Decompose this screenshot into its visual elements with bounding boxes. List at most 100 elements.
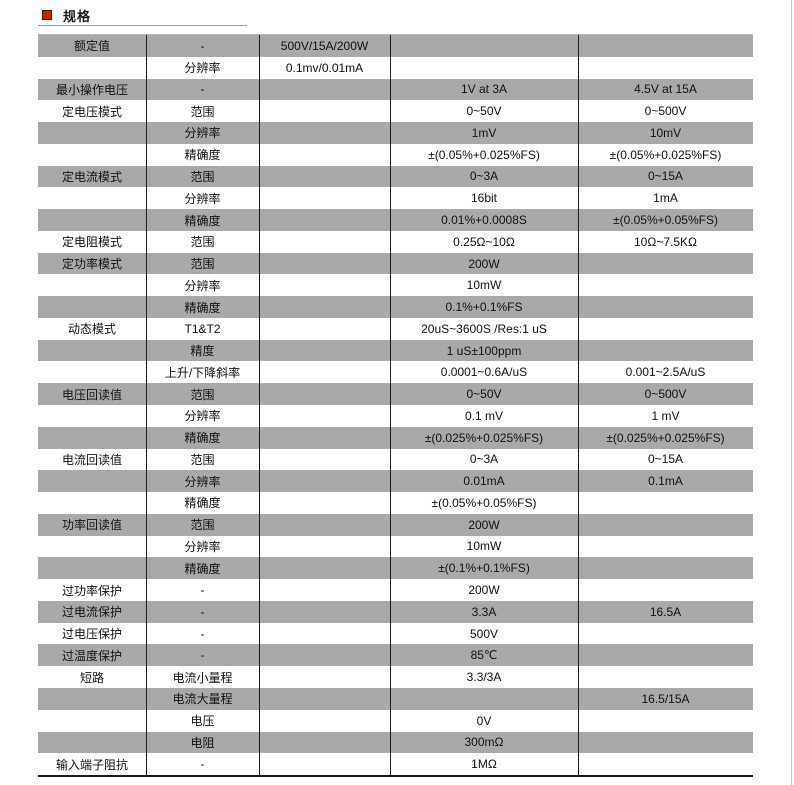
cell-attribute: 电流小量程 xyxy=(172,670,233,685)
cell-value-a xyxy=(259,492,390,514)
table-row: 过电流保护 - 3.3A 16.5A xyxy=(38,600,753,623)
cell-value-a xyxy=(259,405,390,427)
cell-value-a xyxy=(259,666,390,688)
table-row: 分辨率 0.1mv/0.01mA xyxy=(38,56,753,79)
cell-value-a xyxy=(259,187,390,209)
cell-value-a xyxy=(259,231,390,253)
cell-value-a xyxy=(259,79,390,101)
cell-value-a xyxy=(259,209,390,231)
table-row: 定电流模式 范围 0~3A 0~15A xyxy=(38,165,753,188)
table-row: 分辨率 10mW xyxy=(38,274,753,297)
table-row: 分辨率 0.1 mV 1 mV xyxy=(38,405,753,427)
cell-value-b: 0.25Ω~10Ω xyxy=(453,234,515,249)
page-edge-line xyxy=(791,0,792,785)
cell-value-a xyxy=(259,253,390,275)
table-row: 精度 1 uS±100ppm xyxy=(38,339,753,362)
table-row: 定电阻模式 范围 0.25Ω~10Ω 10Ω~7.5KΩ xyxy=(38,230,753,253)
cell-attribute: 范围 xyxy=(190,518,215,533)
cell-category xyxy=(38,492,146,514)
cell-value-b: 0.0001~0.6A/uS xyxy=(440,365,528,380)
cell-value-b: 10mW xyxy=(466,539,502,554)
cell-value-a xyxy=(259,514,390,536)
cell-category xyxy=(38,361,146,383)
cell-value-b: 3.3A xyxy=(471,604,497,619)
cell-value-a xyxy=(259,166,390,188)
cell-attribute: - xyxy=(200,604,205,619)
cell-value-c: ±(0.05%+0.05%FS) xyxy=(613,213,718,227)
cell-attribute: 精确度 xyxy=(184,148,221,163)
cell-value-c: 10mV xyxy=(649,125,682,140)
cell-value-b: 500V xyxy=(469,626,499,641)
cell-value-a xyxy=(259,753,390,775)
table-row: 精确度 ±(0.05%+0.025%FS) ±(0.05%+0.025%FS) xyxy=(38,143,753,166)
cell-value-a xyxy=(259,732,390,754)
cell-category: 过功率保护 xyxy=(61,583,122,598)
table-row: 最小操作电压 - 1V at 3A 4.5V at 15A xyxy=(38,78,753,101)
cell-attribute: - xyxy=(200,38,205,53)
cell-attribute: 精确度 xyxy=(184,561,221,576)
cell-category xyxy=(38,187,146,209)
cell-category: 额定值 xyxy=(73,39,110,54)
cell-attribute: 电流大量程 xyxy=(172,692,233,707)
cell-attribute: 精确度 xyxy=(184,300,221,315)
cell-value-c: 16.5A xyxy=(649,604,682,619)
cell-value-c: 0.001~2.5A/uS xyxy=(625,365,706,380)
cell-value-c xyxy=(578,318,753,340)
table-row: 上升/下降斜率 0.0001~0.6A/uS 0.001~2.5A/uS xyxy=(38,361,753,384)
cell-value-b: ±(0.05%+0.05%FS) xyxy=(431,495,537,510)
cell-value-a xyxy=(259,688,390,710)
table-row: 分辨率 16bit 1mA xyxy=(38,187,753,210)
cell-category: 过电压保护 xyxy=(61,627,122,642)
cell-category xyxy=(38,405,146,427)
cell-category: 定电流模式 xyxy=(61,169,122,184)
table-row: 电压 0V xyxy=(38,709,753,732)
column-divider xyxy=(259,35,260,775)
cell-value-c xyxy=(578,753,753,775)
cell-value-a xyxy=(259,122,390,144)
cell-category: 电压回读值 xyxy=(61,387,122,402)
table-row: 过功率保护 - 200W xyxy=(38,579,753,601)
table-row: 电流回读值 范围 0~3A 0~15A xyxy=(38,448,753,471)
cell-attribute: 电阻 xyxy=(190,735,215,750)
cell-attribute: 上升/下降斜率 xyxy=(164,365,241,380)
column-divider xyxy=(578,35,579,775)
cell-value-c: 0.1mA xyxy=(648,474,683,489)
cell-category xyxy=(38,710,146,732)
cell-category xyxy=(38,732,146,754)
cell-value-a xyxy=(259,100,390,122)
cell-value-c: 1 mV xyxy=(651,408,680,423)
cell-value-b: 1MΩ xyxy=(471,757,497,772)
section-header: 规格 xyxy=(42,5,91,25)
cell-category xyxy=(38,557,146,579)
cell-value-c: 0~15A xyxy=(647,169,684,184)
cell-category: 电流回读值 xyxy=(61,452,122,467)
cell-attribute: 分辨率 xyxy=(184,474,221,489)
cell-value-c xyxy=(578,710,753,732)
cell-value-a xyxy=(259,470,390,492)
cell-value-c xyxy=(578,253,753,275)
table-row: 额定值 - 500V/15A/200W xyxy=(38,35,753,57)
table-row: 精确度 0.1%+0.1%FS xyxy=(38,296,753,318)
cell-attribute: 分辨率 xyxy=(184,191,221,206)
cell-value-c: 10Ω~7.5KΩ xyxy=(634,234,697,249)
cell-value-c: 1mA xyxy=(653,191,678,206)
cell-value-a: 500V/15A/200W xyxy=(280,38,369,53)
cell-attribute: 分辨率 xyxy=(184,409,221,424)
cell-value-b: 0V xyxy=(476,713,492,728)
cell-value-a xyxy=(259,144,390,166)
cell-category xyxy=(38,57,146,79)
cell-value-b xyxy=(390,35,578,57)
cell-category: 输入端子阻抗 xyxy=(55,757,128,772)
cell-attribute: 范围 xyxy=(190,387,215,402)
cell-value-b: 0.1%+0.1%FS xyxy=(445,300,523,315)
cell-category xyxy=(38,144,146,166)
cell-category: 最小操作电压 xyxy=(55,82,128,97)
cell-category: 过温度保护 xyxy=(61,648,122,663)
cell-value-a xyxy=(259,318,390,340)
cell-value-b: 10mW xyxy=(466,278,502,293)
cell-category xyxy=(38,340,146,362)
cell-category: 定电压模式 xyxy=(61,104,122,119)
cell-category xyxy=(38,122,146,144)
cell-category: 过电流保护 xyxy=(61,605,122,620)
cell-value-b: 0.01mA xyxy=(463,474,505,489)
